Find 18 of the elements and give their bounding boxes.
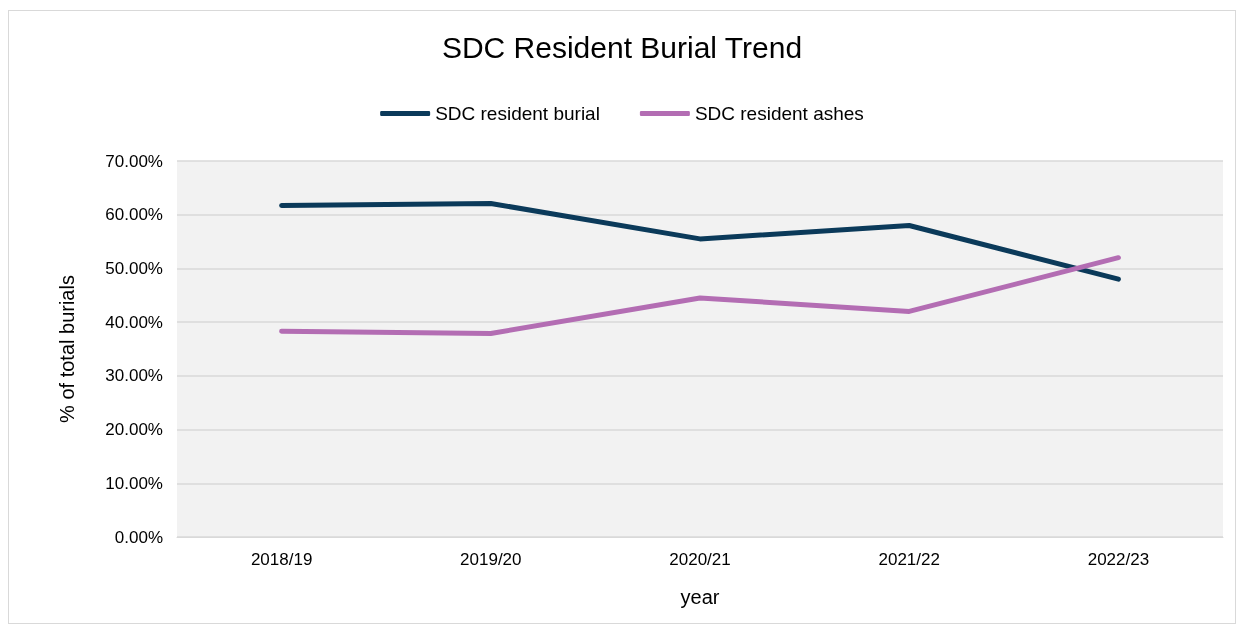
y-tick-label: 40.00% [105, 312, 163, 332]
x-tick-label: 2021/22 [878, 550, 940, 569]
chart-title: SDC Resident Burial Trend [441, 30, 803, 64]
y-tick-label: 10.00% [105, 473, 163, 493]
y-tick-label: 0.00% [114, 527, 163, 547]
x-tick-label: 2018/19 [250, 550, 313, 569]
y-axis-title: % of total burials [56, 275, 78, 423]
y-tick-label: 60.00% [105, 205, 163, 225]
x-tick-label: 2022/23 [1087, 550, 1150, 569]
x-tick-label: 2019/20 [460, 550, 522, 569]
y-tick-label: 20.00% [105, 420, 163, 440]
legend-label: SDC resident burial [435, 103, 600, 124]
y-tick-label: 30.00% [105, 366, 163, 386]
x-tick-label: 2020/21 [669, 550, 731, 569]
y-tick-label: 70.00% [105, 151, 163, 171]
y-tick-label: 50.00% [105, 258, 163, 278]
x-axis-title: year [680, 586, 720, 608]
legend-label: SDC resident ashes [694, 103, 864, 124]
